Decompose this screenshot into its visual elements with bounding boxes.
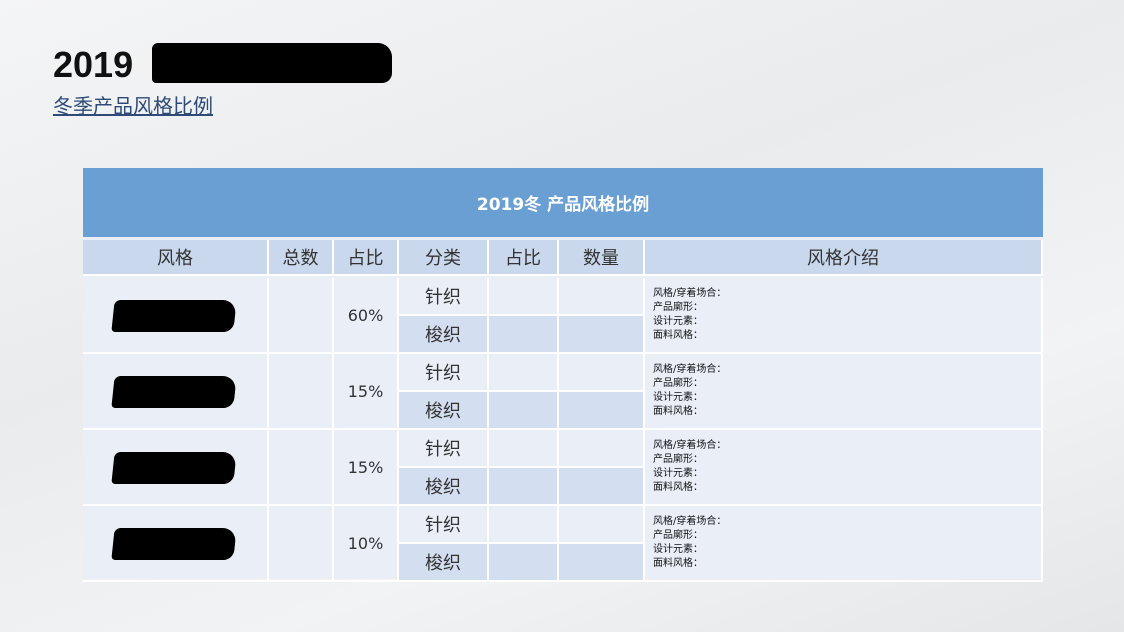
header-cell: 风格 <box>83 240 269 276</box>
header-cell: 数量 <box>559 240 645 276</box>
style-intro-cell: 风格/穿着场合： 产品廓形： 设计元素： 面料风格： <box>645 354 1043 430</box>
quantity-cell <box>559 278 645 316</box>
style-intro-cell: 风格/穿着场合： 产品廓形： 设计元素： 面料风格： <box>645 430 1043 506</box>
category-cell: 针织 <box>399 354 489 392</box>
category-share-cell <box>489 278 559 316</box>
quantity-cell <box>559 316 645 354</box>
quantity-cell <box>559 430 645 468</box>
category-share-cell <box>489 430 559 468</box>
header-cell: 占比 <box>334 240 399 276</box>
intro-line: 风格/穿着场合： <box>653 516 727 527</box>
page-title: 2019 <box>53 44 134 85</box>
total-cell <box>269 278 334 354</box>
intro-line: 风格/穿着场合： <box>653 440 727 451</box>
intro-line: 产品廓形： <box>653 302 703 313</box>
intro-line: 面料风格： <box>653 482 703 493</box>
intro-line: 风格/穿着场合： <box>653 364 727 375</box>
category-cell: 梭织 <box>399 392 489 430</box>
category-share-cell <box>489 544 559 582</box>
share-cell: 15% <box>334 354 399 430</box>
total-cell <box>269 354 334 430</box>
header-cell: 分类 <box>399 240 489 276</box>
total-cell <box>269 506 334 582</box>
intro-line: 产品廓形： <box>653 454 703 465</box>
quantity-cell <box>559 354 645 392</box>
style-intro-cell: 风格/穿着场合： 产品廓形： 设计元素： 面料风格： <box>645 506 1043 582</box>
intro-line: 设计元素： <box>653 544 703 555</box>
intro-line: 产品廓形： <box>653 378 703 389</box>
intro-line: 面料风格： <box>653 558 703 569</box>
redacted-title-text <box>152 43 392 83</box>
category-share-cell <box>489 506 559 544</box>
style-cell <box>83 430 269 506</box>
page-subtitle: 冬季产品风格比例 <box>53 94 213 118</box>
intro-line: 设计元素： <box>653 316 703 327</box>
style-cell <box>83 278 269 354</box>
style-intro-cell: 风格/穿着场合： 产品廓形： 设计元素： 面料风格： <box>645 278 1043 354</box>
intro-line: 设计元素： <box>653 468 703 479</box>
share-cell: 60% <box>334 278 399 354</box>
category-cell: 针织 <box>399 278 489 316</box>
style-cell <box>83 354 269 430</box>
intro-line: 产品廓形： <box>653 530 703 541</box>
share-cell: 10% <box>334 506 399 582</box>
category-share-cell <box>489 316 559 354</box>
quantity-cell <box>559 544 645 582</box>
intro-line: 面料风格： <box>653 406 703 417</box>
intro-line: 面料风格： <box>653 330 703 341</box>
category-cell: 针织 <box>399 430 489 468</box>
total-cell <box>269 430 334 506</box>
header-cell: 占比 <box>489 240 559 276</box>
category-share-cell <box>489 392 559 430</box>
category-cell: 梭织 <box>399 544 489 582</box>
redacted-style-name <box>111 528 237 560</box>
redacted-style-name <box>111 376 237 408</box>
intro-line: 设计元素： <box>653 392 703 403</box>
table-title: 2019冬 产品风格比例 <box>83 168 1043 237</box>
header-cell: 风格介绍 <box>645 240 1043 276</box>
quantity-cell <box>559 506 645 544</box>
header-cell: 总数 <box>269 240 334 276</box>
category-cell: 梭织 <box>399 316 489 354</box>
category-cell: 针织 <box>399 506 489 544</box>
category-cell: 梭织 <box>399 468 489 506</box>
redacted-style-name <box>111 300 237 332</box>
category-share-cell <box>489 468 559 506</box>
style-cell <box>83 506 269 582</box>
redacted-style-name <box>111 452 237 484</box>
style-ratio-table: 2019冬 产品风格比例 风格 总数 占比 分类 占比 数量 风格介绍 60% 针织 梭织 风格/穿… <box>83 168 1043 582</box>
quantity-cell <box>559 468 645 506</box>
intro-line: 风格/穿着场合： <box>653 288 727 299</box>
share-cell: 15% <box>334 430 399 506</box>
category-share-cell <box>489 354 559 392</box>
quantity-cell <box>559 392 645 430</box>
